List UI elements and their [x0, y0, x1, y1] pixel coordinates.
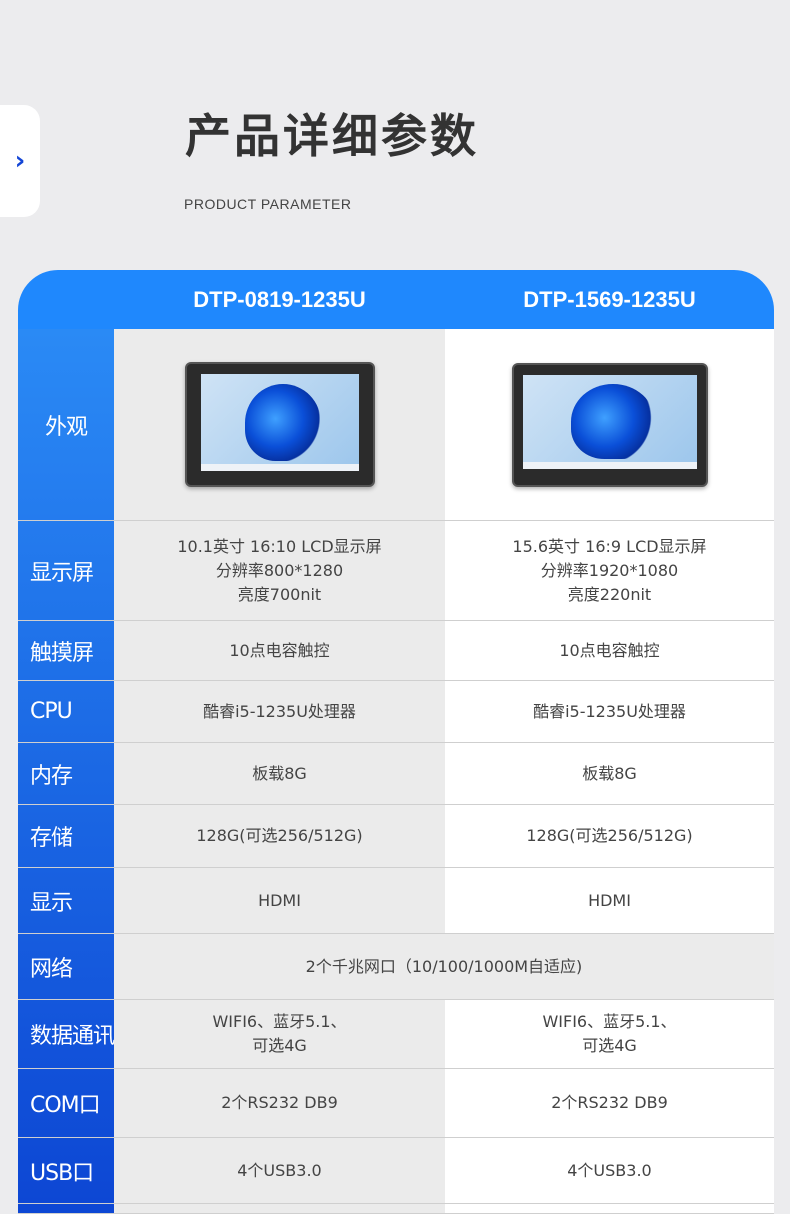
- row-label: 触摸屏: [18, 621, 114, 680]
- header-spacer: [18, 270, 114, 329]
- model-1-value: 128G(可选256/512G): [114, 805, 445, 867]
- table-row: USB口 4个USB3.0 4个USB3.0: [18, 1138, 774, 1204]
- panel-pc-image: [184, 362, 375, 487]
- model-1-value: 10点电容触控: [114, 621, 445, 680]
- table-row: 内存 板载8G 板载8G: [18, 743, 774, 805]
- model-2-value: 板载8G: [445, 743, 774, 804]
- table-row: 显示屏 10.1英寸 16:10 LCD显示屏 分辨率800*1280 亮度700…: [18, 521, 774, 621]
- model-2-value: 10点电容触控: [445, 621, 774, 680]
- model-1-value: 4个USB3.0: [114, 1138, 445, 1203]
- model-1-value: 酷睿i5-1235U处理器: [114, 681, 445, 742]
- table-row: 显示 HDMI HDMI: [18, 868, 774, 934]
- table-row: CPU 酷睿i5-1235U处理器 酷睿i5-1235U处理器: [18, 681, 774, 743]
- row-label: COM口: [18, 1069, 114, 1137]
- model-2-value: 128G(可选256/512G): [445, 805, 774, 867]
- panel-pc-image: [511, 362, 708, 487]
- row-label: 数据通讯: [18, 1000, 115, 1068]
- model-2-header: DTP-1569-1235U: [523, 286, 696, 312]
- row-label: 内存: [18, 743, 114, 804]
- row-label: [18, 1204, 114, 1213]
- chevron-right-icon: ›: [14, 146, 26, 176]
- row-label: 显示屏: [18, 521, 114, 620]
- model-1-value: [114, 1204, 445, 1213]
- row-label: 网络: [18, 934, 114, 999]
- screen-wallpaper: [200, 374, 359, 471]
- model-1-value: 2个RS232 DB9: [114, 1069, 445, 1137]
- model-1-value: WIFI6、蓝牙5.1、 可选4G: [114, 1000, 445, 1068]
- model-2-value: WIFI6、蓝牙5.1、 可选4G: [445, 1000, 774, 1068]
- windows-bloom-graphic: [571, 383, 655, 460]
- table-row: 存储 128G(可选256/512G) 128G(可选256/512G): [18, 805, 774, 868]
- model-1-appearance: [114, 329, 445, 520]
- table-header: DTP-0819-1235U DTP-1569-1235U: [18, 270, 774, 329]
- table-row: 数据通讯 WIFI6、蓝牙5.1、 可选4G WIFI6、蓝牙5.1、 可选4G: [18, 1000, 774, 1069]
- table-row: 外观: [18, 329, 774, 521]
- model-1-value: HDMI: [114, 868, 445, 933]
- row-label: 外观: [18, 329, 114, 520]
- row-label: CPU: [18, 681, 114, 742]
- row-label: 显示: [18, 868, 114, 933]
- model-2-value: 2个RS232 DB9: [445, 1069, 774, 1137]
- model-2-value: HDMI: [445, 868, 774, 933]
- parameter-table: DTP-0819-1235U DTP-1569-1235U 外观 显示屏 10.1英…: [18, 270, 774, 1214]
- model-1-value: 10.1英寸 16:10 LCD显示屏 分辨率800*1280 亮度700nit: [114, 521, 445, 620]
- windows-bloom-graphic: [244, 383, 321, 462]
- table-row: 触摸屏 10点电容触控 10点电容触控: [18, 621, 774, 681]
- model-2-value: [445, 1204, 774, 1213]
- model-2-appearance: [445, 329, 774, 520]
- taskbar: [200, 464, 359, 471]
- table-body: 外观 显示屏 10.1英寸 16:10 LCD显示屏 分辨率800*1280 亮度7…: [18, 329, 774, 1214]
- row-label: USB口: [18, 1138, 114, 1203]
- table-row: 网络 2个千兆网口（10/100/1000M自适应): [18, 934, 774, 1000]
- model-2-value: 15.6英寸 16:9 LCD显示屏 分辨率1920*1080 亮度220nit: [445, 521, 774, 620]
- merged-value: 2个千兆网口（10/100/1000M自适应): [114, 934, 774, 999]
- screen-wallpaper: [522, 374, 697, 469]
- model-1-header: DTP-0819-1235U: [193, 286, 366, 312]
- row-label: 存储: [18, 805, 114, 867]
- taskbar: [522, 461, 697, 469]
- page-title: 产品详细参数: [185, 109, 479, 163]
- table-row: COM口 2个RS232 DB9 2个RS232 DB9: [18, 1069, 774, 1138]
- side-expand-tab[interactable]: ›: [0, 105, 40, 217]
- page-subtitle: PRODUCT PARAMETER: [184, 196, 352, 212]
- model-2-value: 4个USB3.0: [445, 1138, 774, 1203]
- model-2-value: 酷睿i5-1235U处理器: [445, 681, 774, 742]
- model-1-value: 板载8G: [114, 743, 445, 804]
